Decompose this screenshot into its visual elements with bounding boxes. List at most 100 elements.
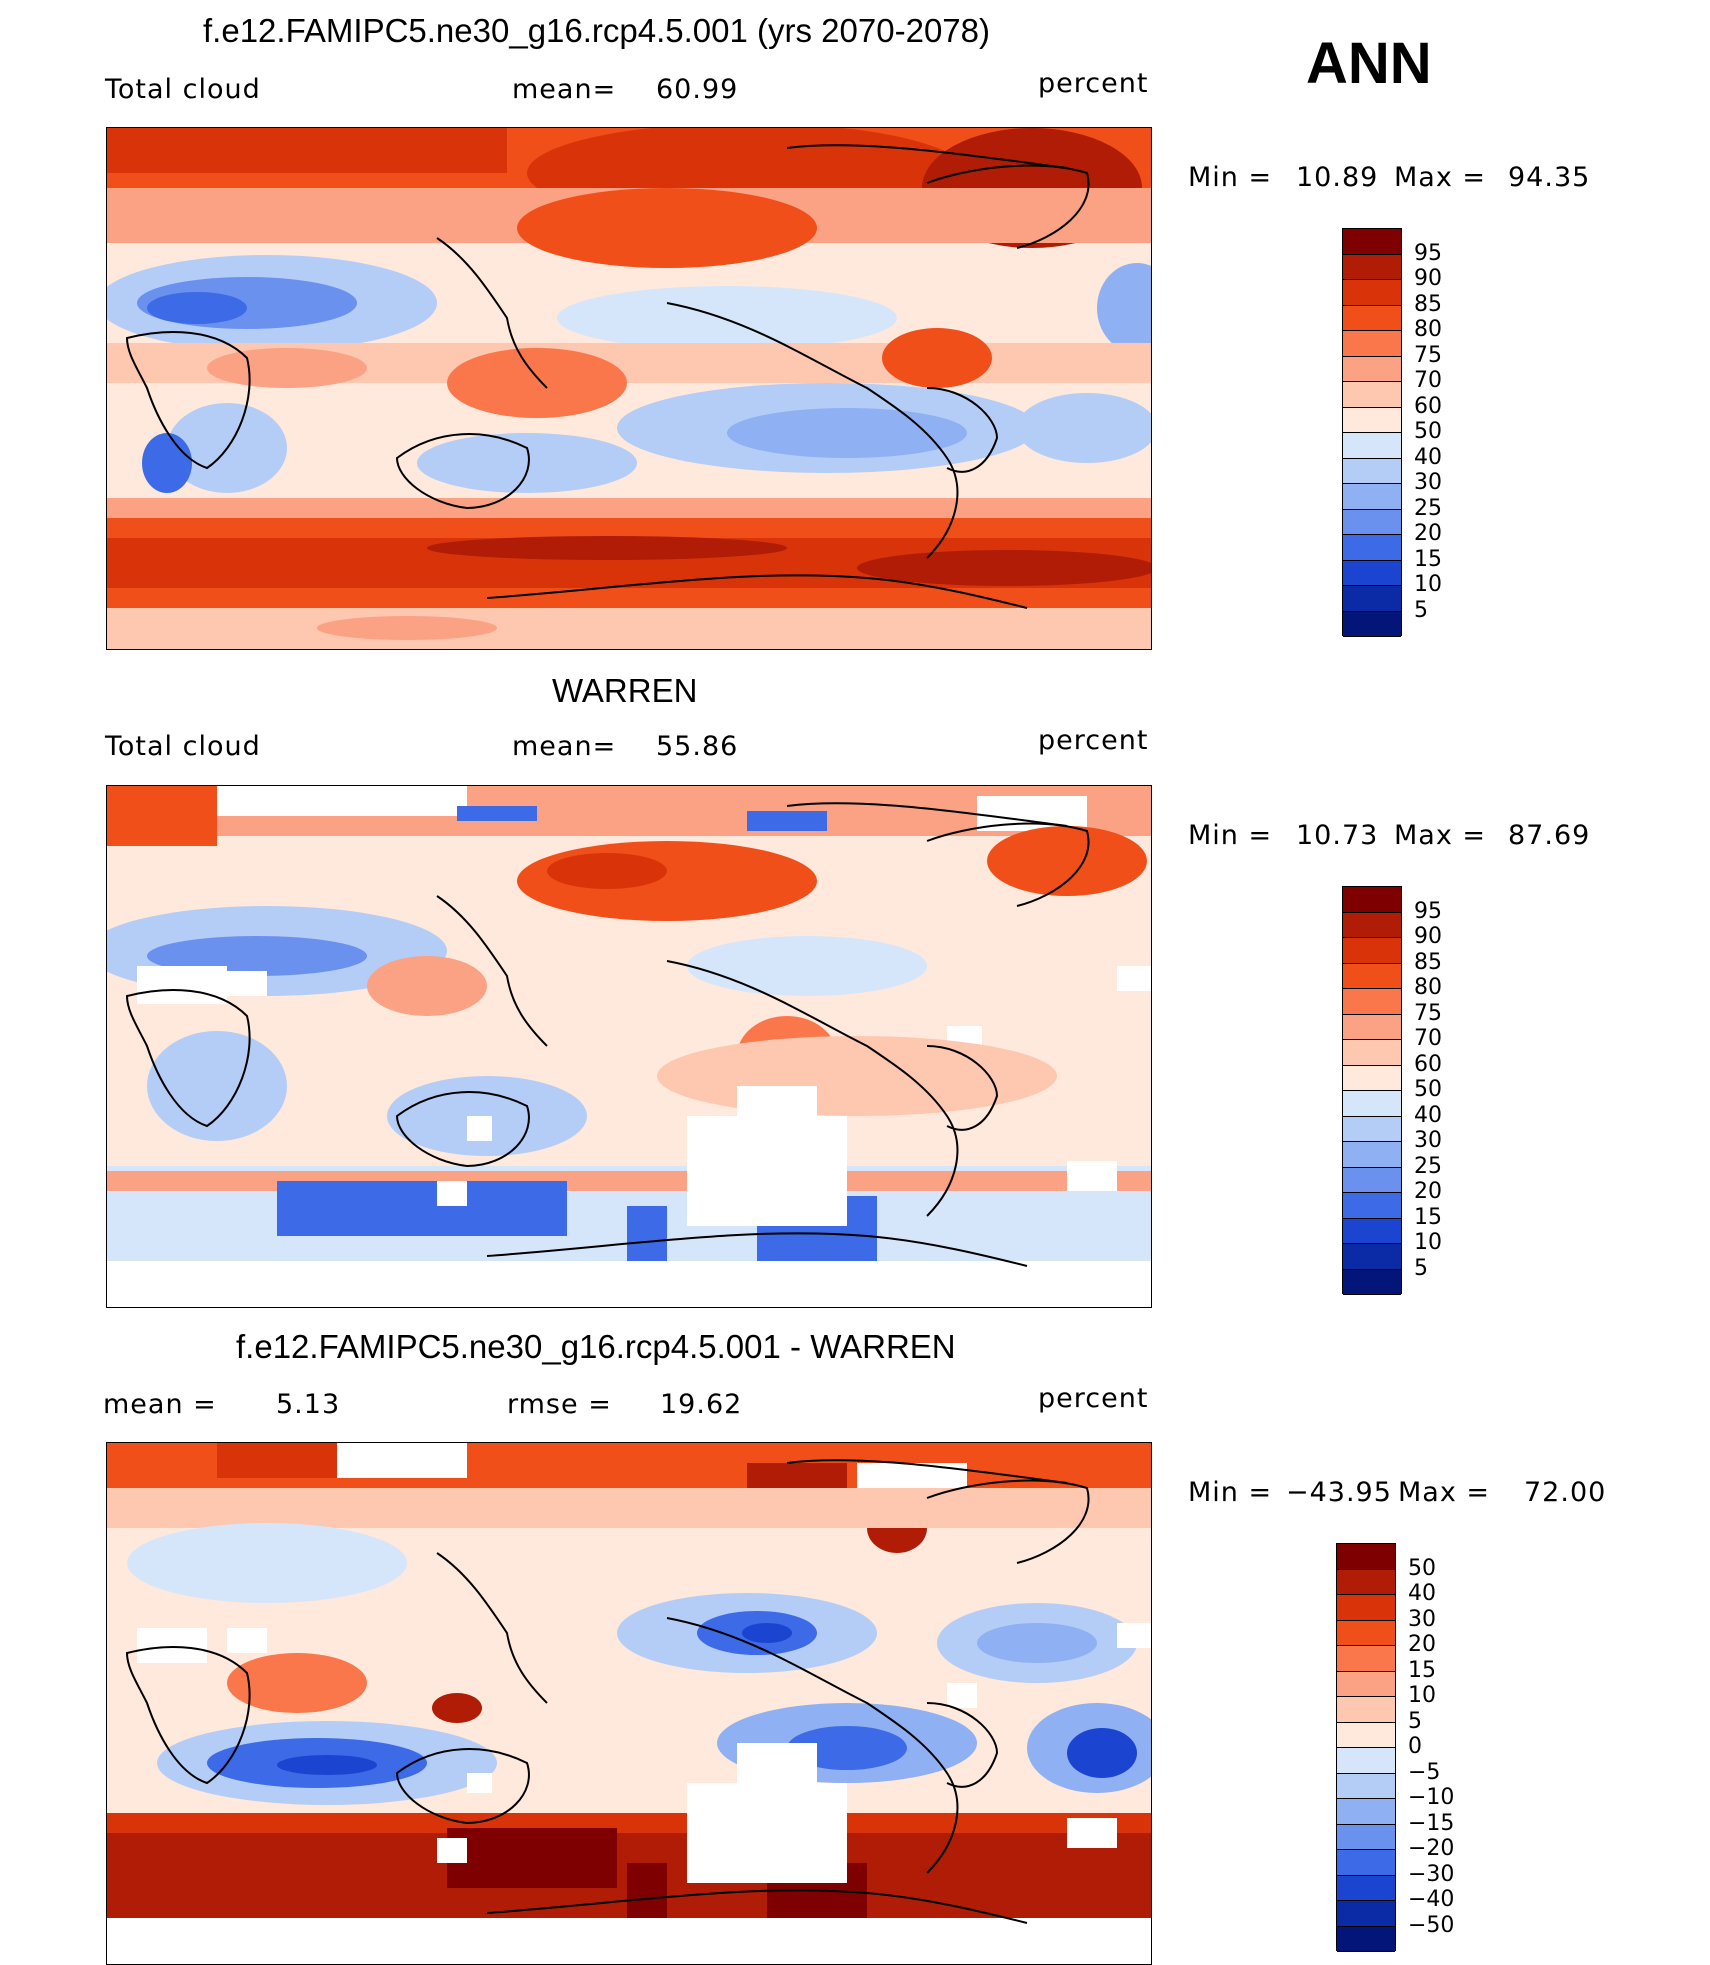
colorbar-swatch [1343, 433, 1401, 459]
colorbar-tick-label: 10 [1408, 1683, 1436, 1708]
colorbar-swatch [1343, 887, 1401, 913]
colorbar-tick-label: 95 [1414, 240, 1442, 266]
panel3-mean-value: 5.13 [276, 1389, 341, 1420]
season-label: ANN [1306, 31, 1432, 96]
colorbar-tick-label: 5 [1408, 1708, 1422, 1734]
colorbar-swatch [1343, 484, 1401, 510]
colorbar-swatch [1337, 1773, 1395, 1799]
colorbar-tick-label: −40 [1408, 1887, 1455, 1912]
colorbar-tick-label: 15 [1414, 546, 1442, 572]
colorbar-swatch [1343, 1065, 1401, 1091]
panel1-units: percent [1038, 68, 1149, 99]
panel2-units: percent [1038, 725, 1149, 756]
panel1-mean-value: 60.99 [656, 74, 739, 105]
colorbar-swatch [1343, 1142, 1401, 1168]
panel3-min-value: −43.95 [1286, 1477, 1392, 1508]
panel1-title: f.e12.FAMIPC5.ne30_g16.rcp4.5.001 (yrs 2… [203, 12, 990, 49]
colorbar-swatch [1337, 1646, 1395, 1672]
colorbar-tick-label: −50 [1408, 1912, 1455, 1938]
panel2-max-value: 87.69 [1508, 820, 1591, 851]
colorbar-tick-label: 60 [1414, 393, 1442, 419]
colorbar-swatch [1337, 1722, 1395, 1748]
colorbar-tick-label: 30 [1408, 1606, 1436, 1632]
colorbar-tick-label: 15 [1408, 1657, 1436, 1683]
panel3-map [106, 1442, 1152, 1965]
colorbar-swatch [1337, 1850, 1395, 1876]
panel1-min-label: Min = [1188, 162, 1273, 193]
panel3-title: f.e12.FAMIPC5.ne30_g16.rcp4.5.001 - WARR… [236, 1328, 956, 1365]
colorbar-swatch [1337, 1569, 1395, 1595]
colorbar-swatch [1343, 331, 1401, 357]
panel2-field-label: Total cloud [105, 731, 261, 762]
colorbar-swatch [1337, 1671, 1395, 1697]
colorbar-tick-label: 30 [1414, 470, 1442, 495]
colorbar-tick-label: 40 [1414, 1102, 1442, 1128]
colorbar-swatch [1343, 1167, 1401, 1193]
panel3-rmse-value: 19.62 [660, 1389, 743, 1420]
colorbar-tick-label: 5 [1414, 1255, 1428, 1281]
colorbar-tick-label: 80 [1414, 975, 1442, 1000]
colorbar-tick-label: 15 [1414, 1204, 1442, 1230]
colorbar-tick-label: 90 [1414, 266, 1442, 291]
panel1-max-value: 94.35 [1508, 162, 1591, 193]
colorbar-swatch [1343, 963, 1401, 989]
colorbar-swatch [1337, 1620, 1395, 1646]
colorbar-swatch [1337, 1926, 1395, 1952]
colorbar-tick-label: 40 [1414, 444, 1442, 470]
colorbar-tick-label: 80 [1414, 317, 1442, 342]
colorbar-swatch [1337, 1875, 1395, 1901]
colorbar-tick-label: 40 [1408, 1581, 1436, 1606]
colorbar-tick-label: 95 [1414, 898, 1442, 924]
colorbar-swatch [1343, 1040, 1401, 1066]
colorbar-swatch [1343, 229, 1401, 255]
panel2-min-label: Min = [1188, 820, 1273, 851]
colorbar-swatch [1343, 1014, 1401, 1040]
colorbar-swatch [1343, 254, 1401, 280]
colorbar-swatch [1343, 1193, 1401, 1219]
panel1-mean-label: mean= [512, 74, 617, 105]
colorbar-swatch [1343, 458, 1401, 484]
panel3-mean-label: mean = [103, 1389, 217, 1420]
colorbar-tick-label: 75 [1414, 342, 1442, 368]
colorbar-tick-label: 70 [1414, 368, 1442, 393]
colorbar-swatch [1343, 280, 1401, 306]
colorbar-swatch [1337, 1824, 1395, 1850]
colorbar-tick-label: 25 [1414, 1153, 1442, 1179]
colorbar-tick-label: 30 [1414, 1128, 1442, 1153]
panel1-field-label: Total cloud [105, 74, 261, 105]
colorbar-swatch [1343, 989, 1401, 1015]
colorbar-swatch [1343, 509, 1401, 535]
colorbar-swatch [1337, 1544, 1395, 1570]
colorbar-swatch [1343, 560, 1401, 586]
colorbar-tick-label: 85 [1414, 949, 1442, 975]
panel1-max-label: Max = [1394, 162, 1487, 193]
colorbar-tick-label: 20 [1408, 1632, 1436, 1657]
colorbar-swatch [1343, 356, 1401, 382]
colorbar-swatch [1343, 1116, 1401, 1142]
panel2-min-value: 10.73 [1296, 820, 1379, 851]
colorbar-tick-label: 75 [1414, 1000, 1442, 1026]
colorbar-tick-label: 0 [1408, 1734, 1422, 1759]
colorbar-tick-label: 20 [1414, 1179, 1442, 1204]
panel3-max-label: Max = [1398, 1477, 1491, 1508]
colorbar-tick-label: 85 [1414, 291, 1442, 317]
colorbar-swatch [1343, 1091, 1401, 1117]
colorbar-tick-label: −30 [1408, 1861, 1455, 1887]
colorbar-tick-label: 5 [1414, 597, 1428, 623]
colorbar-swatch [1343, 305, 1401, 331]
colorbar-tick-label: −10 [1408, 1785, 1455, 1810]
colorbar-box [1342, 886, 1402, 1295]
colorbar-tick-label: 10 [1414, 1230, 1442, 1255]
colorbar-swatch [1343, 938, 1401, 964]
colorbar-tick-label: 70 [1414, 1026, 1442, 1051]
colorbar-box [1342, 228, 1402, 637]
colorbar-swatch [1343, 1244, 1401, 1270]
panel2-mean-value: 55.86 [656, 731, 739, 762]
colorbar-swatch [1343, 407, 1401, 433]
colorbar-swatch [1343, 611, 1401, 637]
colorbar-tick-label: 50 [1408, 1555, 1436, 1581]
colorbar-tick-label: 25 [1414, 495, 1442, 521]
colorbar-swatch [1343, 382, 1401, 408]
panel1-min-value: 10.89 [1296, 162, 1379, 193]
colorbar-tick-label: 90 [1414, 924, 1442, 949]
